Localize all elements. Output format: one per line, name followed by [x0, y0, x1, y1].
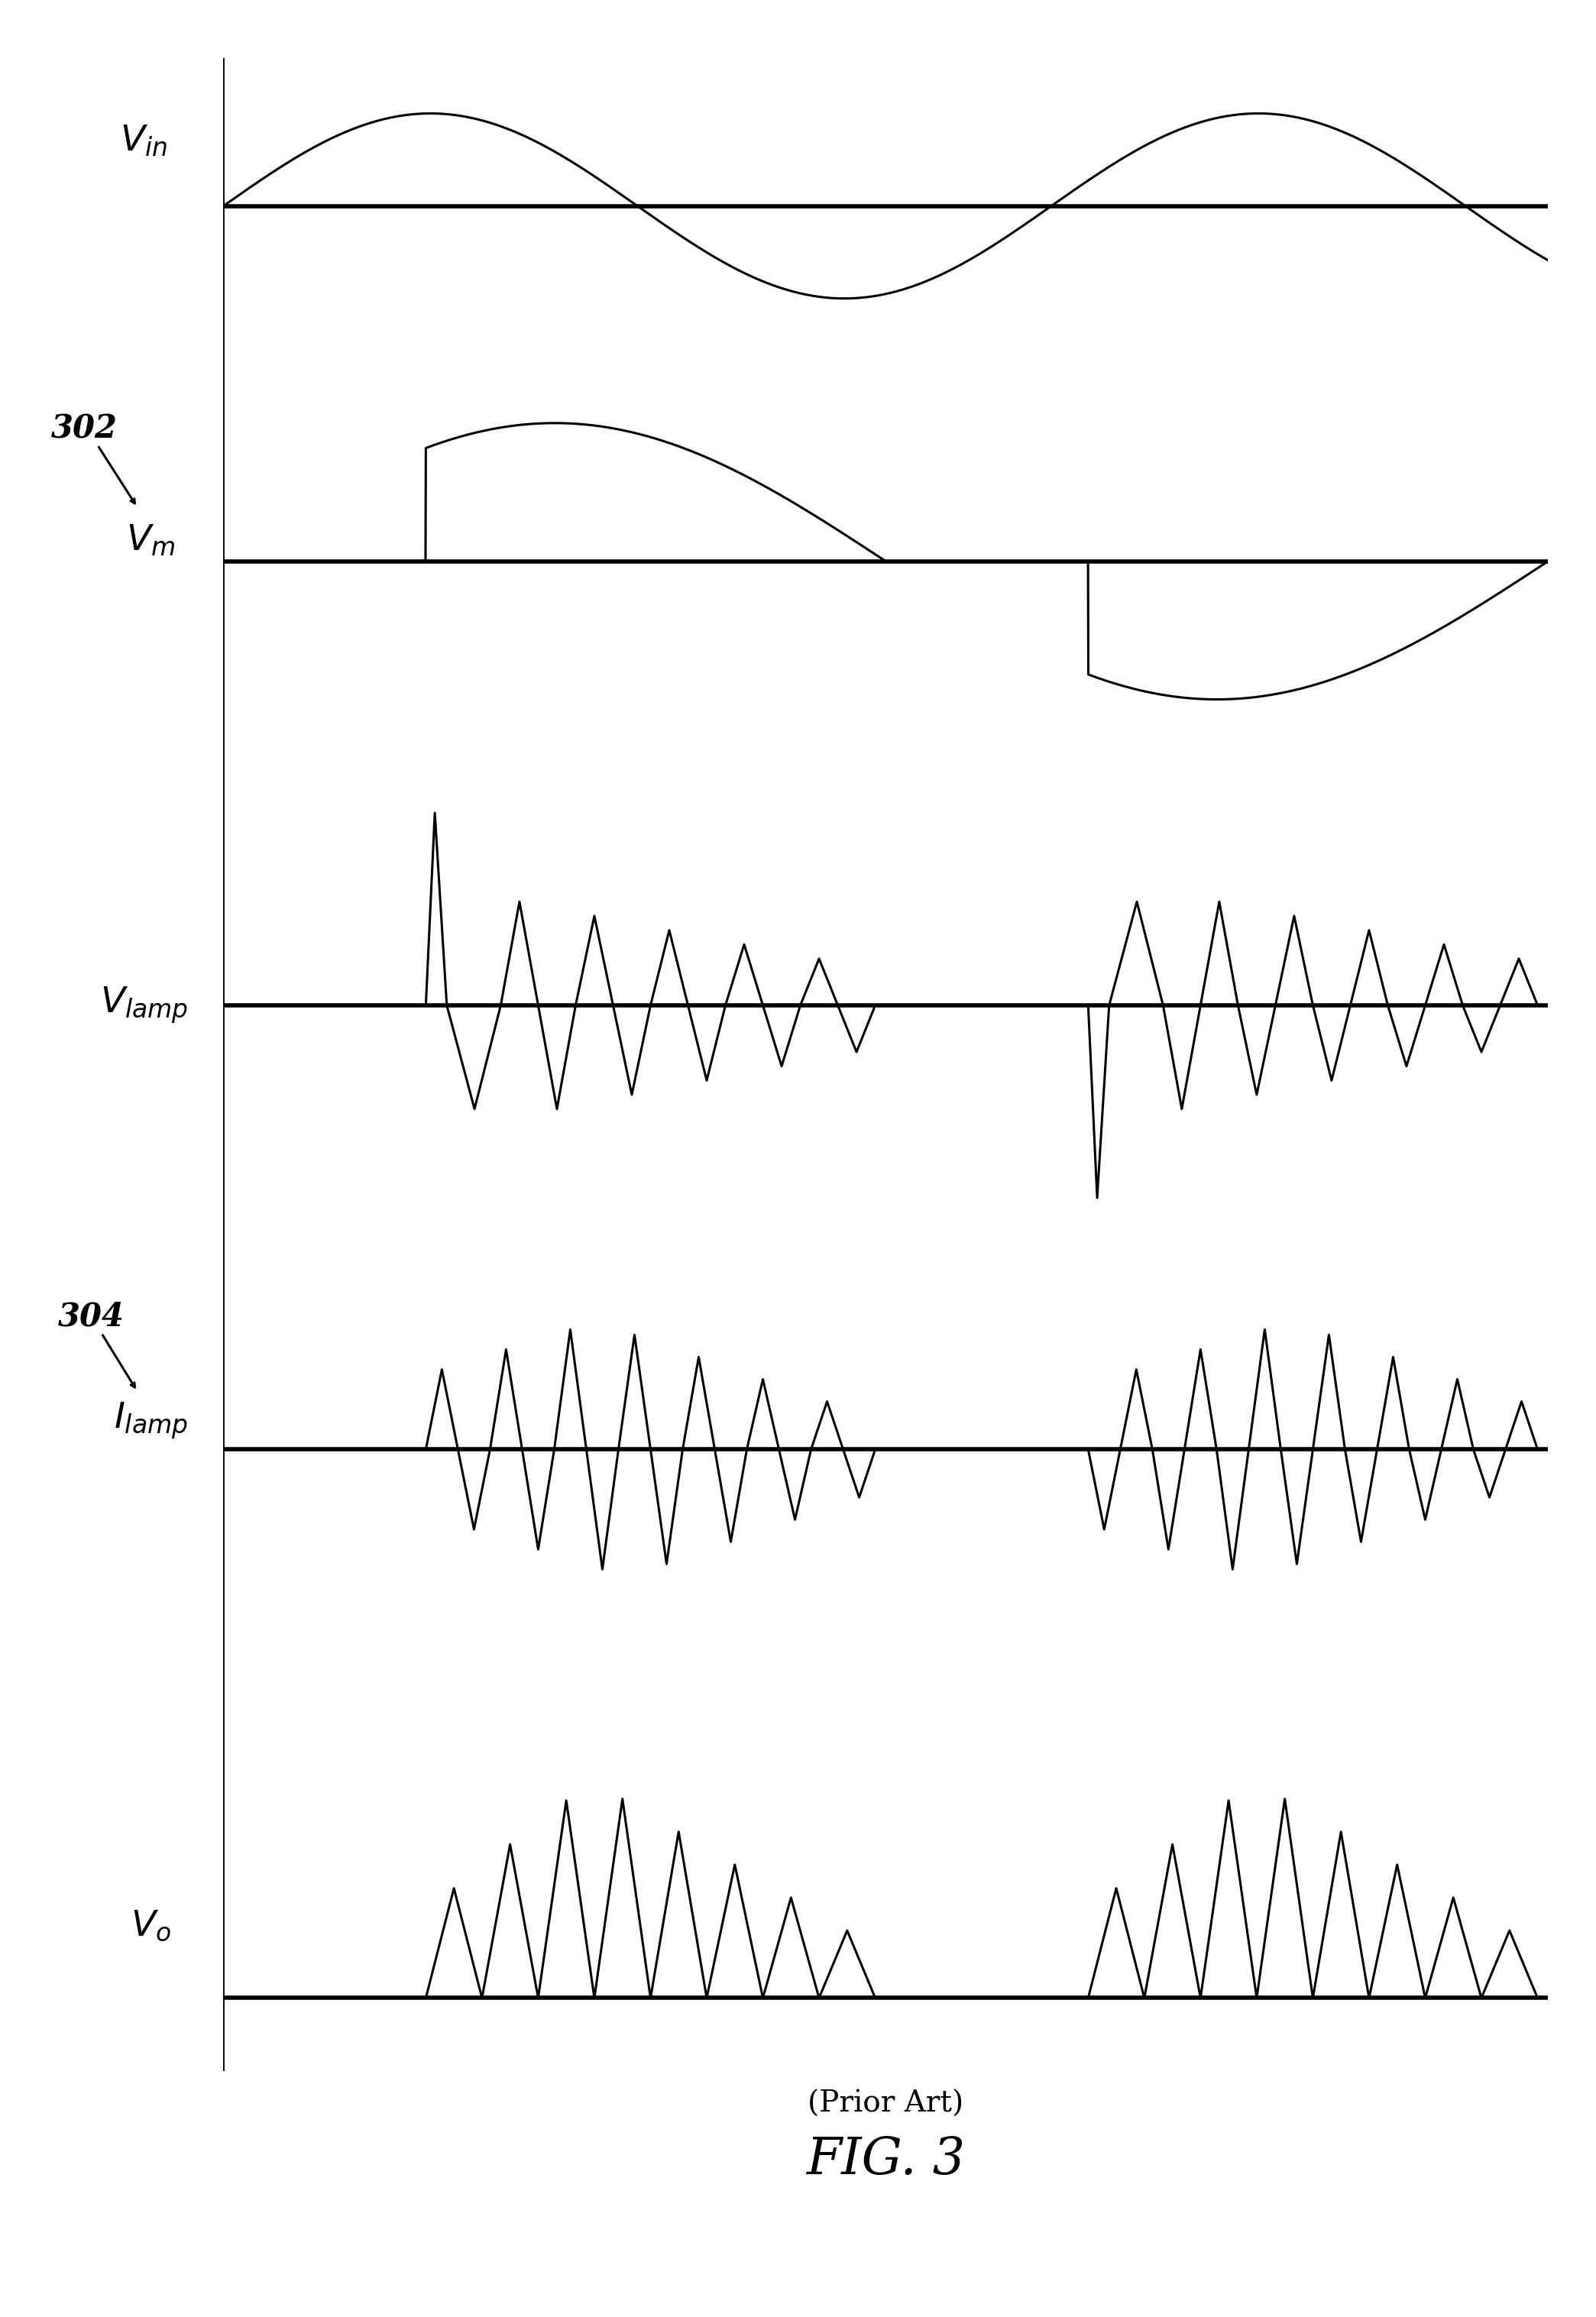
- Text: 304: 304: [57, 1300, 124, 1332]
- Text: (Prior Art): (Prior Art): [808, 2090, 964, 2118]
- Text: FIG. 3: FIG. 3: [806, 2134, 966, 2185]
- Text: $V_{lamp}$: $V_{lamp}$: [101, 985, 188, 1026]
- Text: $V_o$: $V_o$: [131, 1909, 171, 1944]
- Text: $I_{lamp}$: $I_{lamp}$: [113, 1399, 188, 1441]
- Text: $V_{in}$: $V_{in}$: [120, 123, 168, 158]
- Text: 302: 302: [51, 412, 118, 445]
- Text: $V_m$: $V_m$: [126, 524, 176, 558]
